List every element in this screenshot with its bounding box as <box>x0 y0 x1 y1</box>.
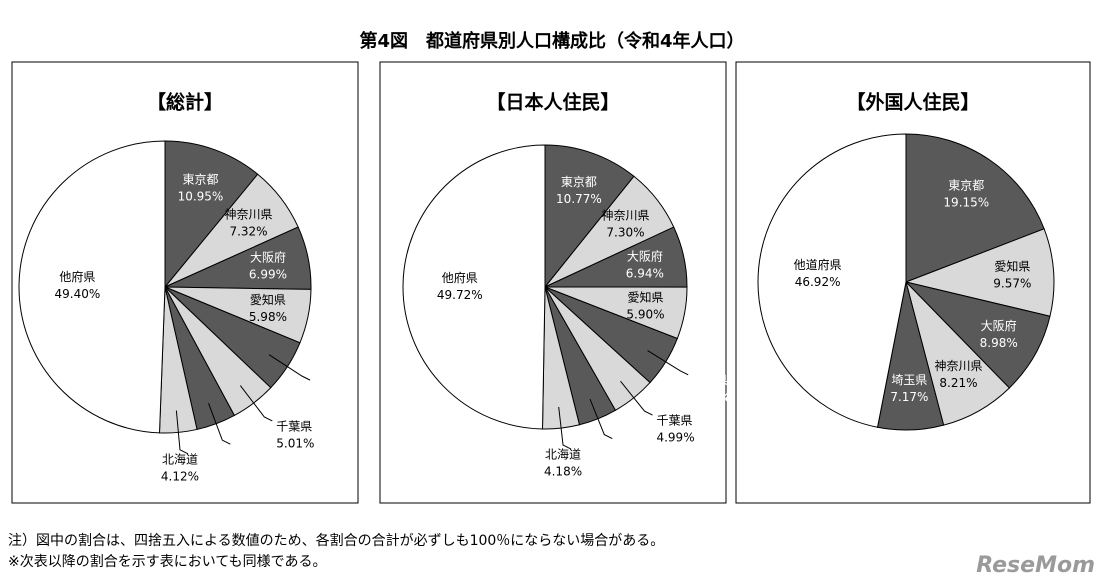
slice-label: 他道府県 <box>794 257 842 272</box>
slice-value-label: 9.57% <box>993 276 1031 290</box>
slice-value-label: 4.36% <box>234 460 272 474</box>
slice-value-label: 5.98% <box>249 310 287 324</box>
panel-frame <box>11 61 359 504</box>
pie-slice <box>757 133 907 428</box>
leader-line <box>589 398 613 440</box>
slice-label: 他府県 <box>59 269 95 284</box>
slice-value-label: 7.17% <box>890 390 928 404</box>
slice-value-label: 6.99% <box>249 267 287 281</box>
pie-slice <box>544 144 635 289</box>
slice-label: 大阪府 <box>981 318 1017 333</box>
slice-value-label: 4.12% <box>161 469 199 483</box>
leader-line <box>268 354 311 381</box>
watermark: ReseMom <box>976 553 1095 578</box>
slice-value-label: 4.99% <box>656 431 694 445</box>
slice-value-label: 46.92% <box>795 275 841 289</box>
slice-label: 埼玉県 <box>891 373 927 387</box>
slice-label: 北海道 <box>545 447 581 462</box>
slice-label: 埼玉県 <box>314 379 350 393</box>
slice-value-label: 49.72% <box>437 288 483 302</box>
pie-slice <box>905 133 1045 283</box>
slice-label: 東京都 <box>948 179 984 193</box>
leader-line <box>558 406 572 450</box>
slice-label: 千葉県 <box>656 414 692 428</box>
panel-frame <box>379 61 727 504</box>
slice-value-label: 7.30% <box>606 225 644 239</box>
slice-label: 東京都 <box>182 173 218 187</box>
slice-label: 神奈川県 <box>934 359 982 373</box>
slice-value-label: 8.98% <box>980 336 1018 350</box>
leader-line <box>239 385 273 422</box>
slice-label: 北海道 <box>162 451 198 466</box>
slice-label: 兵庫県 <box>616 437 652 451</box>
slice-value-label: 6.94% <box>626 266 664 280</box>
slice-value-label: 5.84% <box>692 390 730 404</box>
slice-label: 大阪府 <box>627 248 663 263</box>
slice-value-label: 8.21% <box>939 376 977 390</box>
chart-title: 【総計】 <box>147 91 223 114</box>
panel-frame <box>735 61 1091 504</box>
slice-value-label: 7.32% <box>229 225 267 239</box>
note: ※次表以降の割合を示す表においても同様である。 <box>8 553 326 570</box>
slice-value-label: 49.40% <box>55 287 101 301</box>
leader-line <box>620 380 653 416</box>
slice-label: 大阪府 <box>250 249 286 264</box>
slice-value-label: 5.87% <box>314 396 352 410</box>
slice-label: 神奈川県 <box>601 208 649 222</box>
chart-title: 【外国人住民】 <box>846 91 979 114</box>
slice-value-label: 5.90% <box>626 307 664 321</box>
pie-slice <box>18 140 166 434</box>
slice-label: 神奈川県 <box>224 208 272 222</box>
leader-line <box>175 410 189 455</box>
pie-slice <box>904 281 1051 389</box>
slice-label: 千葉県 <box>276 419 312 433</box>
pie-slice <box>904 228 1055 317</box>
leader-line <box>647 350 689 376</box>
slice-label: 兵庫県 <box>234 443 270 457</box>
slice-value-label: 19.15% <box>943 196 989 210</box>
slice-value-label: 10.77% <box>556 192 602 206</box>
chart-title: 【日本人住民】 <box>486 91 619 114</box>
pie-slice <box>164 140 259 289</box>
slice-label: 愛知県 <box>994 259 1030 273</box>
slice-label: 東京都 <box>561 175 597 189</box>
slice-value-label: 4.36% <box>616 454 654 468</box>
slice-label: 愛知県 <box>627 290 663 304</box>
slice-label: 他府県 <box>442 270 478 285</box>
slice-label: 愛知県 <box>250 293 286 307</box>
slice-value-label: 10.95% <box>178 190 224 204</box>
slice-label: 埼玉県 <box>692 373 728 387</box>
slice-value-label: 4.18% <box>544 465 582 479</box>
page-title: 第4図 都道府県別人口構成比（令和4年人口） <box>359 30 744 52</box>
pie-slice <box>402 144 546 430</box>
leader-line <box>208 403 231 445</box>
note: 注）図中の割合は、四捨五入による数値のため、各割合の合計が必ずしも100％になら… <box>8 532 664 549</box>
slice-value-label: 5.01% <box>276 436 314 450</box>
